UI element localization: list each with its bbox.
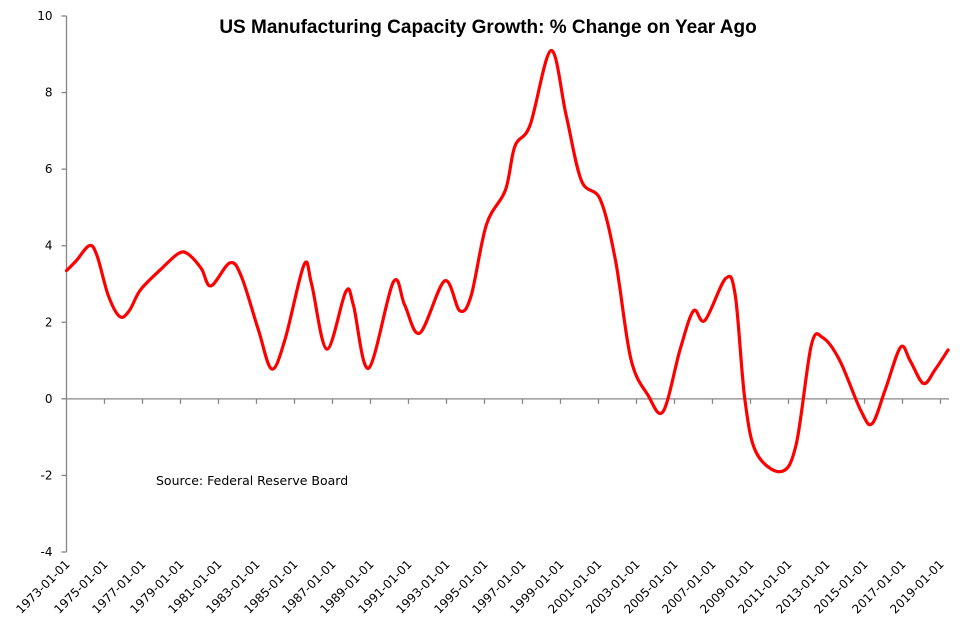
chart-title: US Manufacturing Capacity Growth: % Chan… xyxy=(219,17,756,38)
y-tick-label: 10 xyxy=(37,9,52,23)
series-line-0 xyxy=(64,48,950,474)
y-tick-label: 0 xyxy=(45,392,53,406)
source-annotation: Source: Federal Reserve Board xyxy=(156,473,348,488)
y-tick-label: 6 xyxy=(45,162,53,176)
y-tick-label: 2 xyxy=(45,315,53,329)
y-tick-label: 4 xyxy=(45,239,53,253)
y-axis: -4 -2 0 2 4 6 8 10 xyxy=(37,9,68,559)
y-tick-label: 8 xyxy=(45,86,53,100)
y-tick-label: -2 xyxy=(41,468,53,482)
series-layer xyxy=(64,48,950,474)
x-axis: 1973-01-011975-01-011977-01-011979-01-01… xyxy=(13,398,950,616)
y-tick-label: -4 xyxy=(41,545,53,559)
